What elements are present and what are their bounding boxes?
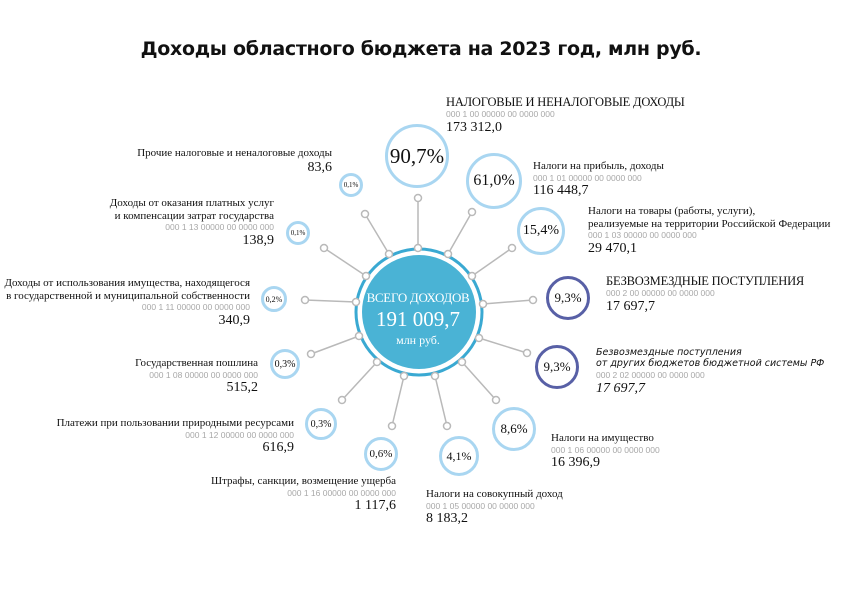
- label-property-tax: Налоги на имущество 000 1 06 00000 00 00…: [551, 432, 660, 471]
- pct-circle-profit-tax: 61,0%: [466, 153, 522, 209]
- total-value: 191 009,7: [376, 307, 460, 331]
- label-gratuitous-other: Безвозмездные поступления от других бюдж…: [596, 347, 825, 396]
- pct-circle-aggregate-income-tax: 4,1%: [439, 436, 479, 476]
- label-aggregate-income-tax: Налоги на совокупный доход 000 1 05 0000…: [426, 488, 563, 527]
- label-gratuitous: БЕЗВОЗМЕЗДНЫЕ ПОСТУПЛЕНИЯ 000 2 00 00000…: [606, 274, 805, 315]
- total-label: ВСЕГО ДОХОДОВ: [366, 290, 470, 305]
- pct-circle-gratuitous: 9,3%: [546, 276, 590, 320]
- spokes: [304, 198, 534, 427]
- page-title: Доходы областного бюджета на 2023 год, м…: [140, 38, 702, 60]
- pct-circle-state-duty: 0,3%: [270, 349, 300, 379]
- label-fines: Штрафы, санкции, возмещение ущерба 000 1…: [211, 475, 396, 514]
- label-natural-resources: Платежи при пользовании природными ресур…: [56, 417, 294, 456]
- label-profit-tax: Налоги на прибыль, доходы 000 1 01 00000…: [533, 160, 664, 199]
- label-property-use: Доходы от использования имущества, наход…: [4, 277, 250, 329]
- total-income: ВСЕГО ДОХОДОВ 191 009,7 млн руб.: [358, 290, 478, 348]
- label-paid-services: Доходы от оказания платных услуг и компе…: [109, 197, 274, 249]
- pct-circle-natural-resources: 0,3%: [305, 408, 337, 440]
- pct-circle-gratuitous-other: 9,3%: [535, 345, 579, 389]
- pct-circle-paid-services: 0,1%: [286, 221, 310, 245]
- label-other-tax: Прочие налоговые и неналоговые доходы 83…: [137, 147, 332, 175]
- label-tax-nontax: НАЛОГОВЫЕ И НЕНАЛОГОВЫЕ ДОХОДЫ 000 1 00 …: [446, 95, 685, 136]
- pct-circle-property-use: 0,2%: [261, 286, 287, 312]
- pct-circle-other-tax: 0,1%: [339, 173, 363, 197]
- label-state-duty: Государственная пошлина 000 1 08 00000 0…: [135, 357, 258, 396]
- label-goods-tax: Налоги на товары (работы, услуги), реали…: [588, 205, 831, 257]
- spoke-nodes: [300, 193, 538, 431]
- pct-circle-fines: 0,6%: [364, 437, 398, 471]
- center-fill: [362, 255, 476, 369]
- pct-circle-tax-nontax: 90,7%: [385, 124, 449, 188]
- pct-circle-property-tax: 8,6%: [492, 407, 536, 451]
- total-unit: млн руб.: [396, 333, 440, 347]
- pct-circle-goods-tax: 15,4%: [517, 207, 565, 255]
